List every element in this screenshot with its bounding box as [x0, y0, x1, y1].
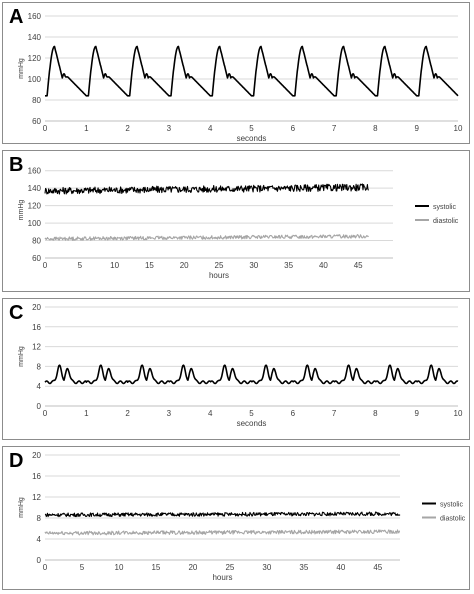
series-line — [44, 364, 459, 385]
y-tick-label: 80 — [32, 237, 41, 246]
y-tick-label: 20 — [32, 303, 41, 312]
panel-letter-a: A — [9, 6, 24, 28]
x-tick-label: 10 — [115, 563, 124, 572]
x-tick-label: 20 — [188, 563, 197, 572]
x-tick-label: 15 — [151, 563, 160, 572]
x-tick-label: 8 — [373, 409, 378, 418]
y-tick-label: 140 — [28, 33, 42, 42]
legend-label-systolic: systolic — [433, 204, 456, 211]
x-tick-label: 3 — [167, 409, 172, 418]
x-tick-label: 35 — [299, 563, 308, 572]
chart-d: 0 4 8 12 16 20 0 5 10 15 20 25 30 35 40 45 hours mmHg syst… — [18, 451, 466, 582]
series-line-diastolic — [44, 529, 400, 536]
legend-label-diastolic: diastolic — [433, 218, 459, 225]
y-axis-label: mmHg — [18, 200, 25, 221]
x-tick-label: 0 — [43, 124, 48, 133]
y-tick-label: 140 — [28, 184, 42, 193]
x-tick-label: 20 — [180, 261, 189, 270]
y-tick-label: 0 — [37, 402, 42, 411]
x-tick-label: 1 — [84, 409, 89, 418]
x-tick-label: 8 — [373, 124, 378, 133]
series-line-diastolic — [44, 234, 369, 241]
x-tick-label: 25 — [225, 563, 234, 572]
y-tick-label: 60 — [32, 117, 41, 126]
x-tick-label: 25 — [215, 261, 224, 270]
y-axis-label: mmHg — [18, 58, 25, 79]
y-tick-label: 20 — [32, 451, 41, 460]
x-tick-label: 9 — [414, 124, 419, 133]
legend-label-systolic: systolic — [440, 502, 463, 509]
x-tick-label: 6 — [291, 124, 296, 133]
x-tick-label: 10 — [454, 409, 463, 418]
legend-label-diastolic: diastolic — [440, 516, 466, 523]
y-tick-label: 160 — [28, 167, 42, 176]
y-tick-label: 100 — [28, 75, 42, 84]
x-tick-label: 3 — [167, 124, 172, 133]
y-tick-label: 120 — [28, 54, 42, 63]
x-tick-label: 40 — [336, 563, 345, 572]
x-tick-label: 10 — [454, 124, 463, 133]
x-tick-label: 15 — [145, 261, 154, 270]
panel-letter-d: D — [9, 450, 24, 472]
y-tick-label: 4 — [37, 382, 42, 391]
y-axis-label: mmHg — [18, 346, 25, 367]
y-tick-label: 12 — [32, 493, 41, 502]
series-line-systolic — [44, 511, 401, 518]
y-tick-label: 100 — [28, 219, 42, 228]
x-tick-label: 4 — [208, 409, 213, 418]
x-tick-label: 30 — [249, 261, 258, 270]
y-tick-label: 0 — [37, 556, 42, 565]
x-tick-label: 5 — [78, 261, 83, 270]
x-tick-label: 0 — [43, 563, 48, 572]
y-tick-label: 4 — [37, 535, 42, 544]
panel-letter-c: C — [9, 302, 24, 324]
x-tick-label: 0 — [43, 409, 48, 418]
x-tick-label: 45 — [373, 563, 382, 572]
y-tick-label: 8 — [37, 514, 42, 523]
x-tick-label: 40 — [319, 261, 328, 270]
x-tick-label: 5 — [249, 409, 254, 418]
y-tick-label: 8 — [37, 362, 42, 371]
y-tick-label: 120 — [28, 202, 42, 211]
series-line-systolic — [44, 183, 370, 195]
x-axis-label: seconds — [237, 134, 267, 143]
x-tick-label: 5 — [80, 563, 85, 572]
y-tick-label: 60 — [32, 254, 41, 263]
y-tick-label: 160 — [28, 12, 42, 21]
x-tick-label: 7 — [332, 124, 337, 133]
x-tick-label: 30 — [262, 563, 271, 572]
x-tick-label: 35 — [284, 261, 293, 270]
y-tick-label: 16 — [32, 323, 41, 332]
panel-d: D 0 4 8 12 16 20 0 5 10 15 20 25 30 35 40 45 hours mmHg sy… — [2, 446, 470, 590]
x-tick-label: 4 — [208, 124, 213, 133]
x-tick-label: 5 — [249, 124, 254, 133]
x-axis-label: hours — [209, 271, 229, 280]
y-tick-label: 16 — [32, 472, 41, 481]
x-tick-label: 1 — [84, 124, 89, 133]
x-tick-label: 2 — [125, 124, 130, 133]
panel-c: C 0 4 8 12 16 20 0 1 2 3 4 5 6 7 8 9 10 seconds mmHg — [2, 298, 470, 440]
x-tick-label: 7 — [332, 409, 337, 418]
y-tick-label: 80 — [32, 96, 41, 105]
series-line — [44, 45, 459, 97]
x-tick-label: 0 — [43, 261, 48, 270]
x-tick-label: 6 — [291, 409, 296, 418]
y-tick-label: 12 — [32, 343, 41, 352]
x-axis-label: hours — [212, 573, 232, 582]
panel-letter-b: B — [9, 154, 24, 176]
x-axis-label: seconds — [237, 419, 267, 428]
panel-a: A 60 80 100 120 140 160 0 1 2 3 4 5 6 7 8 9 10 seconds mmH… — [2, 2, 470, 144]
y-axis-label: mmHg — [18, 497, 25, 518]
x-tick-label: 10 — [110, 261, 119, 270]
x-tick-label: 9 — [414, 409, 419, 418]
x-tick-label: 2 — [125, 409, 130, 418]
panel-b: B 60 80 100 120 140 160 0 5 10 15 20 25 30 35 40 45 hour… — [2, 150, 470, 292]
chart-a: 60 80 100 120 140 160 0 1 2 3 4 5 6 7 8 9 10 seconds mmHg — [18, 12, 463, 143]
x-tick-label: 45 — [354, 261, 363, 270]
chart-b: 60 80 100 120 140 160 0 5 10 15 20 25 30 35 40 45 hours m… — [18, 167, 459, 280]
